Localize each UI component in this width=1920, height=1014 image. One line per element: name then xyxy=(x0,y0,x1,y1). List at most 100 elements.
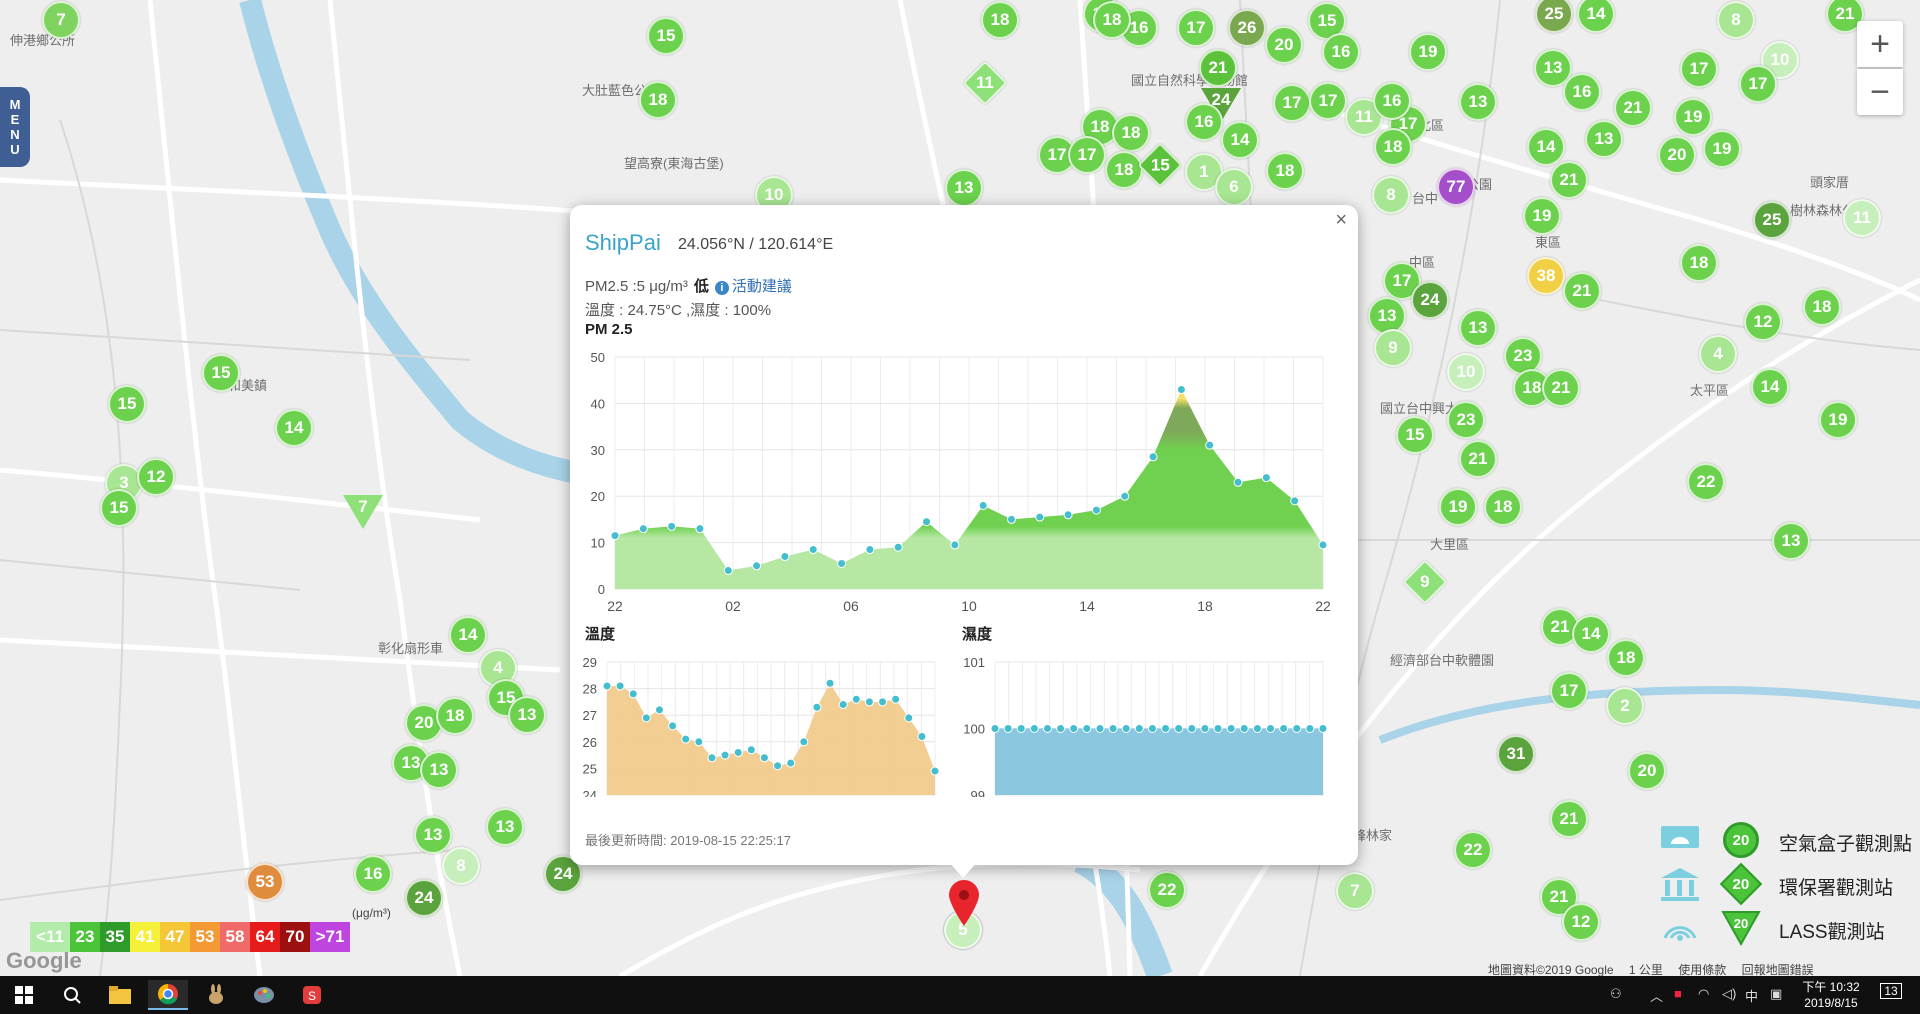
station-marker[interactable]: 17 xyxy=(1550,672,1588,710)
station-marker[interactable]: 12 xyxy=(1562,903,1600,941)
station-marker[interactable]: 14 xyxy=(1572,615,1610,653)
station-marker[interactable]: 17 xyxy=(1309,82,1347,120)
station-marker[interactable]: 12 xyxy=(1744,303,1782,341)
station-marker[interactable]: 18 xyxy=(1484,488,1522,526)
report-error-link[interactable]: 回報地圖錯誤 xyxy=(1741,963,1814,977)
security-icon[interactable]: ■ xyxy=(1674,986,1682,1001)
station-marker[interactable]: 15 xyxy=(100,489,138,527)
station-marker[interactable]: 13 xyxy=(1585,120,1623,158)
app-wps-icon[interactable]: S xyxy=(292,980,332,1010)
station-marker[interactable]: 13 xyxy=(1772,522,1810,560)
clock[interactable]: 下午 10:32 2019/8/15 xyxy=(1796,979,1866,1011)
station-marker[interactable]: 17 xyxy=(1273,84,1311,122)
chrome-icon[interactable] xyxy=(148,980,188,1010)
ime-indicator[interactable]: 中 xyxy=(1745,989,1759,1004)
station-marker[interactable]: 20 xyxy=(1658,136,1696,174)
station-marker[interactable]: 16 xyxy=(1563,73,1601,111)
station-marker[interactable]: 4 xyxy=(1699,335,1737,373)
station-marker[interactable]: 12 xyxy=(137,458,175,496)
station-marker[interactable]: 21 xyxy=(1550,800,1588,838)
station-marker[interactable]: 18 xyxy=(1803,288,1841,326)
station-marker[interactable]: 15 xyxy=(108,385,146,423)
station-marker[interactable]: 13 xyxy=(420,751,458,789)
station-marker[interactable]: 14 xyxy=(1527,128,1565,166)
station-marker[interactable]: 7 xyxy=(1336,872,1374,910)
station-marker[interactable]: 18 xyxy=(981,1,1019,39)
station-marker[interactable]: 14 xyxy=(1751,368,1789,406)
station-marker[interactable]: 17 xyxy=(1068,136,1106,174)
station-marker[interactable]: 21 xyxy=(1614,89,1652,127)
station-marker[interactable]: 16 xyxy=(1322,33,1360,71)
close-icon[interactable]: × xyxy=(1335,209,1347,231)
app-rabbit-icon[interactable] xyxy=(196,980,236,1010)
station-marker[interactable]: 8 xyxy=(442,847,480,885)
station-marker[interactable]: 22 xyxy=(1148,871,1186,909)
station-marker[interactable]: 17 xyxy=(1383,262,1421,300)
station-marker[interactable]: 8 xyxy=(1717,1,1755,39)
station-marker[interactable]: 22 xyxy=(1687,463,1725,501)
search-icon[interactable] xyxy=(52,980,92,1010)
station-marker[interactable]: 15 xyxy=(1396,416,1434,454)
station-marker[interactable]: 16 xyxy=(1373,82,1411,120)
station-marker[interactable]: 22 xyxy=(1454,831,1492,869)
station-marker[interactable]: 17 xyxy=(1739,65,1777,103)
station-marker[interactable]: 21 xyxy=(1563,272,1601,310)
station-marker[interactable]: 11 xyxy=(1843,199,1881,237)
activity-advice-link[interactable]: 活動建議 xyxy=(731,278,792,295)
map-canvas[interactable]: 伸港鄉公所大肚藍色公路望高寮(東海古堡)和美鎮國立自然科學博物館北區中區東區台中… xyxy=(0,0,1920,976)
station-marker[interactable]: 38 xyxy=(1527,257,1565,295)
station-marker[interactable]: 14 xyxy=(449,616,487,654)
station-marker[interactable]: 18 xyxy=(1266,152,1304,190)
station-marker[interactable]: 20 xyxy=(1265,26,1303,64)
station-marker[interactable]: 21 xyxy=(1542,369,1580,407)
station-marker[interactable]: 19 xyxy=(1674,98,1712,136)
station-marker[interactable]: 25 xyxy=(1535,0,1573,33)
station-marker[interactable]: 19 xyxy=(1439,488,1477,526)
app-paint-icon[interactable] xyxy=(244,980,284,1010)
station-marker[interactable]: 17 xyxy=(1680,50,1718,88)
station-marker[interactable]: 13 xyxy=(392,744,430,782)
station-marker[interactable]: 18 xyxy=(1680,244,1718,282)
station-marker[interactable]: 19 xyxy=(1819,401,1857,439)
station-marker[interactable]: 21 xyxy=(1550,161,1588,199)
notification-center-icon[interactable]: 13 xyxy=(1876,983,1906,1006)
file-explorer-icon[interactable] xyxy=(100,980,140,1010)
station-marker[interactable]: 17 xyxy=(1177,9,1215,47)
station-marker[interactable]: 18 xyxy=(436,697,474,735)
station-marker[interactable]: 24 xyxy=(405,879,443,917)
keyboard-icon[interactable]: ▣ xyxy=(1770,986,1783,1001)
station-marker[interactable]: 18 xyxy=(1374,128,1412,166)
station-marker[interactable]: 18 xyxy=(1105,151,1143,189)
station-marker[interactable]: 2 xyxy=(1606,687,1644,725)
station-marker[interactable]: 19 xyxy=(1523,197,1561,235)
station-marker[interactable]: 77 xyxy=(1437,168,1475,206)
station-marker[interactable]: 7 xyxy=(42,1,80,39)
people-icon[interactable]: ⚇ xyxy=(1610,986,1622,1001)
station-marker[interactable]: 13 xyxy=(1459,83,1497,121)
station-marker[interactable]: 19 xyxy=(1703,130,1741,168)
station-marker[interactable]: 13 xyxy=(508,696,546,734)
terms-link[interactable]: 使用條款 xyxy=(1678,963,1727,977)
station-marker[interactable]: 26 xyxy=(1228,9,1266,47)
station-marker[interactable]: 18 xyxy=(1112,114,1150,152)
station-marker[interactable]: 53 xyxy=(246,863,284,901)
station-marker[interactable]: 14 xyxy=(275,409,313,447)
chevron-up-icon[interactable]: ︿ xyxy=(1650,989,1664,1004)
station-marker[interactable]: 18 xyxy=(1607,639,1645,677)
station-marker[interactable]: 15 xyxy=(647,17,685,55)
windows-start-icon[interactable] xyxy=(4,980,44,1010)
station-marker[interactable]: 21 xyxy=(1459,440,1497,478)
station-marker[interactable]: 13 xyxy=(945,169,983,207)
station-marker[interactable]: 14 xyxy=(1221,121,1259,159)
station-marker[interactable]: 19 xyxy=(1409,33,1447,71)
station-marker[interactable]: 14 xyxy=(1577,0,1615,33)
zoom-in-button[interactable]: + xyxy=(1857,21,1903,67)
station-marker[interactable]: 25 xyxy=(1753,201,1791,239)
station-marker[interactable]: 24 xyxy=(1411,281,1449,319)
station-marker[interactable]: 18 xyxy=(1093,1,1131,39)
station-marker[interactable]: 15 xyxy=(202,354,240,392)
station-marker[interactable]: 23 xyxy=(1447,401,1485,439)
station-marker[interactable]: 20 xyxy=(1628,752,1666,790)
station-marker[interactable]: 16 xyxy=(1185,103,1223,141)
